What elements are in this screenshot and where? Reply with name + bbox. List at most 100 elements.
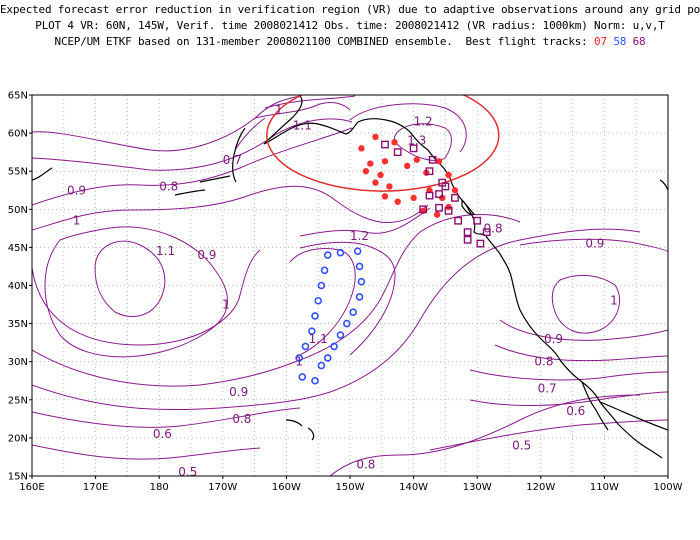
track-point	[320, 266, 329, 275]
lat-tick-label: 60N	[8, 129, 28, 140]
track-point	[295, 354, 303, 362]
track-point	[433, 211, 441, 218]
contour-label: 1.3	[407, 134, 426, 148]
lon-tick-label: 170W	[208, 482, 237, 493]
track-68	[381, 140, 491, 248]
contour-1-mid	[289, 248, 356, 356]
contour-0.8-north	[32, 118, 353, 171]
track-point	[372, 179, 379, 186]
track-07-legend: 07	[594, 35, 607, 48]
contour-label: 0.7	[538, 381, 557, 395]
mexico-1	[599, 401, 668, 431]
contour-0.9-mid	[32, 214, 521, 387]
title-line-2: PLOT 4 VR: 60N, 145W, Verif. time 200802…	[35, 19, 665, 32]
japan-east	[32, 167, 53, 181]
track-point	[473, 216, 482, 225]
contour-label: 0.8	[232, 412, 251, 426]
lon-tick-label: 170E	[83, 482, 108, 493]
track-point	[441, 182, 450, 191]
track-point	[323, 354, 332, 362]
track-point	[463, 235, 472, 244]
contour-label: 1	[275, 103, 283, 117]
contour-label: 1	[610, 294, 618, 308]
contour-label: 1	[73, 214, 81, 228]
lon-tick-label: 160W	[272, 482, 301, 493]
contour-label: 0.9	[197, 248, 216, 262]
track-point	[349, 308, 357, 316]
contour-1-west-inner	[32, 249, 261, 346]
track-point	[353, 247, 362, 256]
kuriles	[199, 175, 231, 183]
contour-label: 0.7	[223, 153, 242, 167]
contour-label: 1.1	[293, 118, 312, 132]
track-point	[343, 319, 351, 328]
contour-0.6	[32, 407, 301, 428]
lat-tick-label: 30N	[8, 357, 28, 368]
vancouver-island	[461, 198, 476, 216]
track-point	[357, 277, 366, 286]
track-point	[372, 133, 379, 141]
track-point	[336, 331, 345, 339]
track-point	[425, 167, 434, 176]
track-point	[317, 361, 326, 370]
lat-tick-label: 45N	[8, 243, 28, 254]
track-point	[323, 251, 332, 259]
coastlines	[32, 95, 668, 459]
contour-label: 0.9	[544, 332, 563, 346]
track-point	[336, 248, 345, 257]
lat-tick-label: 65N	[8, 91, 28, 102]
contour-label: 0.5	[178, 465, 197, 479]
vr-circle	[266, 95, 500, 192]
lat-tick-label: 40N	[8, 281, 28, 292]
track-point	[435, 190, 443, 198]
lon-tick-label: 110W	[590, 482, 619, 493]
track-68-legend: 68	[632, 35, 646, 48]
lon-tick-label: 130W	[463, 482, 492, 493]
title-line-3-prefix: NCEP/UM ETKF based on 131-member 2008021…	[54, 35, 588, 48]
contour-1.1-north-west	[234, 117, 266, 151]
track-point	[482, 228, 491, 237]
contour-label: 1.2	[414, 115, 433, 129]
lat-tick-label: 50N	[8, 205, 28, 216]
contour-labels: 1 1.1 1.2 1.3 0.7 0.9 0.8 1 1.2 0.8 0.9 1.1 0.9 1 1 1.1…	[67, 103, 618, 479]
track-point	[454, 216, 463, 225]
track-58	[295, 247, 366, 385]
contour-1-east	[551, 274, 620, 334]
track-point	[381, 193, 389, 200]
title-line-3: NCEP/UM ETKF based on 131-member 2008021…	[0, 35, 700, 48]
contour-label: 0.8	[484, 221, 503, 235]
contour-label: 0.5	[512, 439, 531, 453]
baja	[581, 381, 609, 431]
contour-1.1-loop	[94, 240, 166, 317]
contour-0.5-east	[429, 419, 668, 451]
track-point	[311, 312, 319, 320]
track-point	[463, 228, 472, 237]
track-58-legend: 58	[613, 35, 627, 48]
hawaii-1	[285, 419, 303, 427]
track-point	[301, 342, 310, 351]
contour-0.7-north	[32, 95, 301, 152]
contour-1-west	[32, 185, 429, 231]
contour-label: 0.6	[566, 404, 585, 418]
track-point	[355, 262, 364, 271]
contour-label: 1.1	[156, 244, 175, 258]
track-point	[314, 296, 323, 305]
lat-tick-label: 55N	[8, 167, 28, 178]
lat-tick-label: 35N	[8, 319, 28, 330]
contour-0.9-east	[519, 238, 668, 253]
track-point	[391, 139, 398, 146]
contour-1.1-mid	[299, 241, 396, 356]
contour-0.5-south	[32, 444, 261, 460]
track-point	[308, 327, 316, 336]
track-point	[311, 376, 319, 385]
track-point	[394, 198, 401, 205]
contour-label: 0.9	[67, 183, 86, 197]
contour-label: 1	[222, 298, 230, 312]
contour-label: 1.2	[350, 229, 369, 243]
lon-tick-label: 150W	[336, 482, 365, 493]
track-point	[367, 160, 374, 167]
track-point	[355, 293, 364, 301]
east-edge	[659, 179, 668, 191]
track-point	[317, 281, 326, 290]
